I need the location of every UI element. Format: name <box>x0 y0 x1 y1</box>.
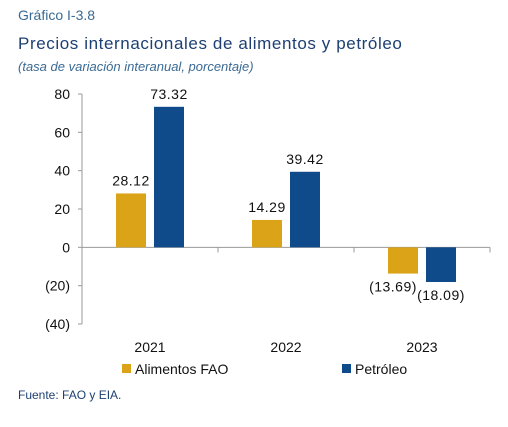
x-axis: 2021 2022 2023 <box>82 246 491 355</box>
y-tick-label: 20 <box>54 201 70 217</box>
y-tick-label: (40) <box>45 316 70 332</box>
y-axis: 80 60 40 20 0 (20) (40) <box>45 86 83 332</box>
chart-label: Gráfico I-3.8 <box>18 7 96 23</box>
chart-subtitle: (tasa de variación interanual, porcentaj… <box>18 59 254 74</box>
bar-petroleo-2023 <box>426 247 456 283</box>
bar-labels: 28.12 14.29 (13.69) 73.32 39.42 (18.09) <box>112 86 465 303</box>
legend: Alimentos FAO Petróleo <box>122 361 407 377</box>
bar-petroleo-2021 <box>154 106 184 248</box>
bar-value-label: 39.42 <box>286 151 324 167</box>
bar-value-label: 14.29 <box>248 199 286 215</box>
x-tick-label: 2023 <box>406 339 437 355</box>
bar-alimentos-2023 <box>388 247 418 274</box>
bar-value-label: (18.09) <box>417 287 465 303</box>
bar-chart: 80 60 40 20 0 (20) (40) 2021 2022 2023 28.12 14.2… <box>45 86 491 377</box>
bar-alimentos-2021 <box>116 193 146 248</box>
bar-petroleo-2022 <box>290 171 320 248</box>
bar-value-label: (13.69) <box>369 279 417 295</box>
x-tick-label: 2021 <box>134 339 165 355</box>
y-tick-label: 40 <box>54 163 70 179</box>
bar-value-label: 28.12 <box>112 172 150 188</box>
x-tick-label: 2022 <box>270 339 301 355</box>
y-tick-label: (20) <box>45 278 70 294</box>
source-note: Fuente: FAO y EIA. <box>18 388 122 402</box>
bar-value-label: 73.32 <box>150 86 188 102</box>
bar-alimentos-2022 <box>252 219 282 248</box>
legend-label: Petróleo <box>355 361 407 377</box>
y-tick-label: 60 <box>54 124 70 140</box>
chart-title: Precios internacionales de alimentos y p… <box>18 34 403 53</box>
y-tick-label: 80 <box>54 86 70 102</box>
y-tick-label: 0 <box>62 239 70 255</box>
legend-label: Alimentos FAO <box>135 361 228 377</box>
legend-swatch <box>342 364 351 373</box>
legend-swatch <box>122 364 131 373</box>
bars <box>116 106 456 283</box>
